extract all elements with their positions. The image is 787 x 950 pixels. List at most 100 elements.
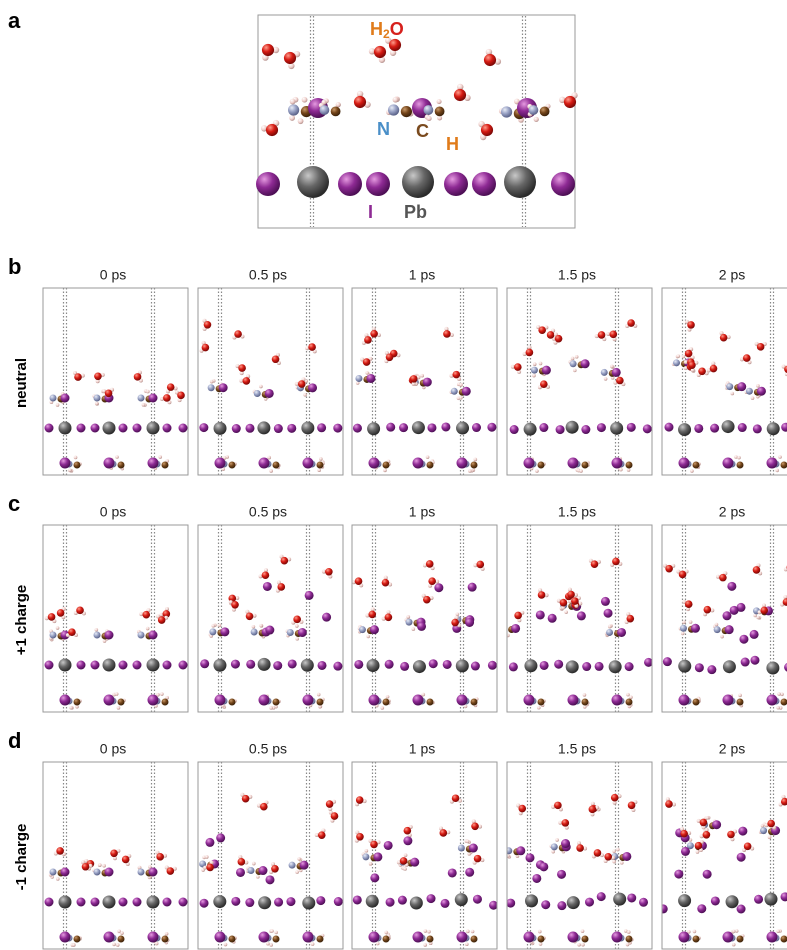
atom	[713, 626, 721, 634]
atom	[627, 319, 635, 327]
atom	[694, 841, 703, 850]
atom	[710, 896, 720, 906]
atom	[541, 365, 551, 375]
atom	[507, 854, 510, 858]
atom	[610, 364, 614, 369]
atom	[316, 935, 324, 943]
water-sub: 2	[383, 27, 390, 41]
atom	[745, 387, 753, 395]
atom	[368, 862, 373, 866]
atom	[472, 894, 482, 904]
atom	[776, 929, 780, 934]
atom	[504, 166, 536, 198]
atom	[449, 333, 454, 338]
snapshot-frame-bg	[198, 525, 343, 712]
atom	[620, 861, 624, 865]
atom	[528, 105, 539, 115]
snapshot-frame	[42, 761, 189, 950]
snapshot	[352, 762, 497, 949]
atom	[567, 590, 575, 599]
atom	[112, 942, 116, 947]
atom	[234, 330, 242, 338]
atom	[49, 394, 57, 402]
atom	[370, 330, 378, 338]
atom	[317, 468, 321, 473]
atom	[274, 930, 279, 935]
atom	[204, 855, 209, 859]
snapshot	[198, 762, 343, 949]
time-label: 1.5 ps	[558, 504, 596, 520]
atom	[303, 393, 307, 397]
atom	[487, 660, 497, 670]
atom	[294, 381, 299, 386]
atom	[74, 373, 82, 381]
atom	[162, 610, 171, 618]
atom	[104, 389, 113, 398]
atom	[532, 373, 536, 378]
atom	[366, 634, 371, 639]
atom	[385, 897, 395, 907]
atom	[166, 383, 175, 391]
snapshot	[43, 525, 188, 712]
atom	[55, 626, 60, 630]
snapshot-frame	[197, 761, 344, 950]
atom	[295, 870, 299, 874]
snapshot-frame	[506, 287, 653, 476]
atom	[272, 461, 280, 469]
time-label: 0.5 ps	[249, 741, 287, 757]
atom	[678, 457, 690, 469]
atom	[607, 624, 612, 629]
atom	[293, 615, 301, 624]
atom	[559, 598, 568, 607]
atom	[644, 657, 652, 667]
time-label: 2 ps	[719, 267, 745, 283]
atom	[297, 628, 307, 638]
atom	[465, 942, 469, 947]
atom	[673, 359, 681, 367]
atom	[476, 560, 485, 569]
atom	[470, 661, 480, 671]
atom	[523, 422, 537, 436]
atom	[616, 847, 620, 852]
atom	[376, 333, 381, 338]
atom	[714, 622, 719, 627]
atom	[148, 630, 158, 640]
atom	[784, 372, 787, 377]
atom	[258, 574, 263, 579]
atom	[287, 659, 297, 669]
atom	[365, 371, 369, 375]
atom	[590, 812, 595, 817]
atom	[532, 873, 542, 883]
atom	[692, 461, 700, 469]
atom	[425, 560, 434, 568]
atom	[205, 837, 215, 847]
atom	[537, 461, 545, 469]
atom	[403, 853, 408, 858]
atom	[473, 563, 478, 568]
time-label: 1.5 ps	[558, 267, 596, 283]
atom	[467, 852, 472, 856]
atom	[694, 663, 704, 673]
atom	[499, 628, 503, 632]
atom	[440, 898, 450, 908]
atom	[473, 457, 478, 462]
atom	[386, 610, 391, 615]
atom	[662, 657, 672, 667]
atom	[417, 621, 427, 631]
atom	[272, 935, 280, 943]
atom	[422, 377, 432, 387]
atom	[567, 931, 579, 943]
atom	[688, 838, 693, 842]
atom	[177, 398, 182, 403]
snapshot-frame	[661, 524, 787, 713]
atom	[162, 660, 172, 670]
atom	[678, 570, 687, 579]
atom	[118, 660, 128, 670]
atom	[47, 613, 56, 621]
atom	[494, 58, 502, 65]
atom	[362, 853, 370, 861]
atom	[612, 849, 616, 854]
atom	[554, 801, 562, 810]
atom	[541, 900, 551, 910]
atom	[611, 855, 616, 860]
